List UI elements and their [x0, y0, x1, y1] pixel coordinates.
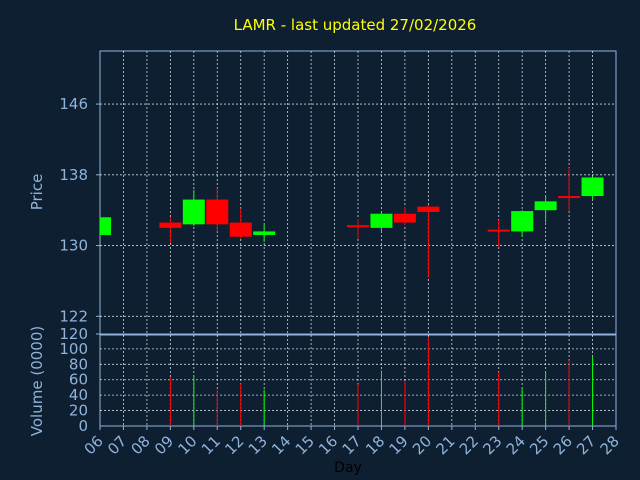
candle-body — [487, 229, 510, 232]
candle-body — [511, 211, 534, 232]
price-tick-label: 130 — [59, 237, 88, 255]
x-tick-label: 21 — [432, 432, 458, 458]
volume-tick-label: 20 — [69, 402, 88, 420]
x-tick-label: 26 — [550, 432, 576, 458]
x-tick-label: 24 — [503, 432, 529, 458]
volume-tick-label: 80 — [69, 355, 88, 373]
volume-tick-label: 40 — [69, 386, 88, 404]
x-tick-label: 12 — [221, 432, 247, 458]
x-tick-label: 23 — [479, 432, 505, 458]
x-tick-label: 28 — [597, 432, 623, 458]
x-tick-label: 22 — [456, 432, 482, 458]
x-tick-label: 13 — [245, 432, 271, 458]
x-tick-label: 15 — [292, 432, 318, 458]
candle-body — [534, 201, 557, 211]
candle-body — [417, 206, 440, 212]
price-tick-label: 122 — [59, 307, 88, 325]
candle-body — [206, 199, 229, 225]
x-tick-label: 14 — [268, 432, 294, 458]
x-tick-label: 08 — [128, 432, 154, 458]
x-tick-label: 20 — [409, 432, 435, 458]
x-tick-label: 25 — [526, 432, 552, 458]
candle-body — [558, 196, 581, 199]
price-tick-label: 138 — [59, 166, 88, 184]
candle-body — [347, 225, 369, 228]
volume-tick-label: 0 — [78, 417, 88, 435]
x-tick-label: 07 — [104, 432, 130, 458]
x-tick-label: 19 — [386, 432, 412, 458]
x-tick-label: 27 — [573, 432, 599, 458]
chart-title: LAMR - last updated 27/02/2026 — [234, 16, 477, 34]
x-tick-label: 18 — [362, 432, 388, 458]
x-tick-label: 10 — [174, 432, 200, 458]
price-tick-label: 120 — [59, 325, 88, 343]
x-tick-label: 06 — [81, 432, 107, 458]
candle-body — [100, 217, 111, 235]
candle-body — [370, 213, 393, 228]
candle-body — [581, 177, 604, 197]
candle-body — [229, 222, 252, 237]
x-tick-label: 16 — [315, 432, 341, 458]
volume-axis-label: Volume (0000) — [28, 326, 46, 436]
price-tick-label: 146 — [59, 95, 88, 113]
candle-body — [159, 222, 182, 228]
candles-group — [100, 167, 604, 278]
x-tick-label: 11 — [198, 432, 224, 458]
candle-body — [393, 213, 416, 223]
x-axis-label: Day — [334, 460, 362, 476]
volume-tick-label: 60 — [69, 371, 88, 389]
price-axis-label: Price — [28, 174, 46, 211]
x-tick-label: 09 — [151, 432, 177, 458]
candle-body — [182, 199, 205, 225]
candle-body — [253, 231, 276, 235]
volume-tick-label: 100 — [59, 340, 88, 358]
x-tick-label: 17 — [339, 432, 365, 458]
